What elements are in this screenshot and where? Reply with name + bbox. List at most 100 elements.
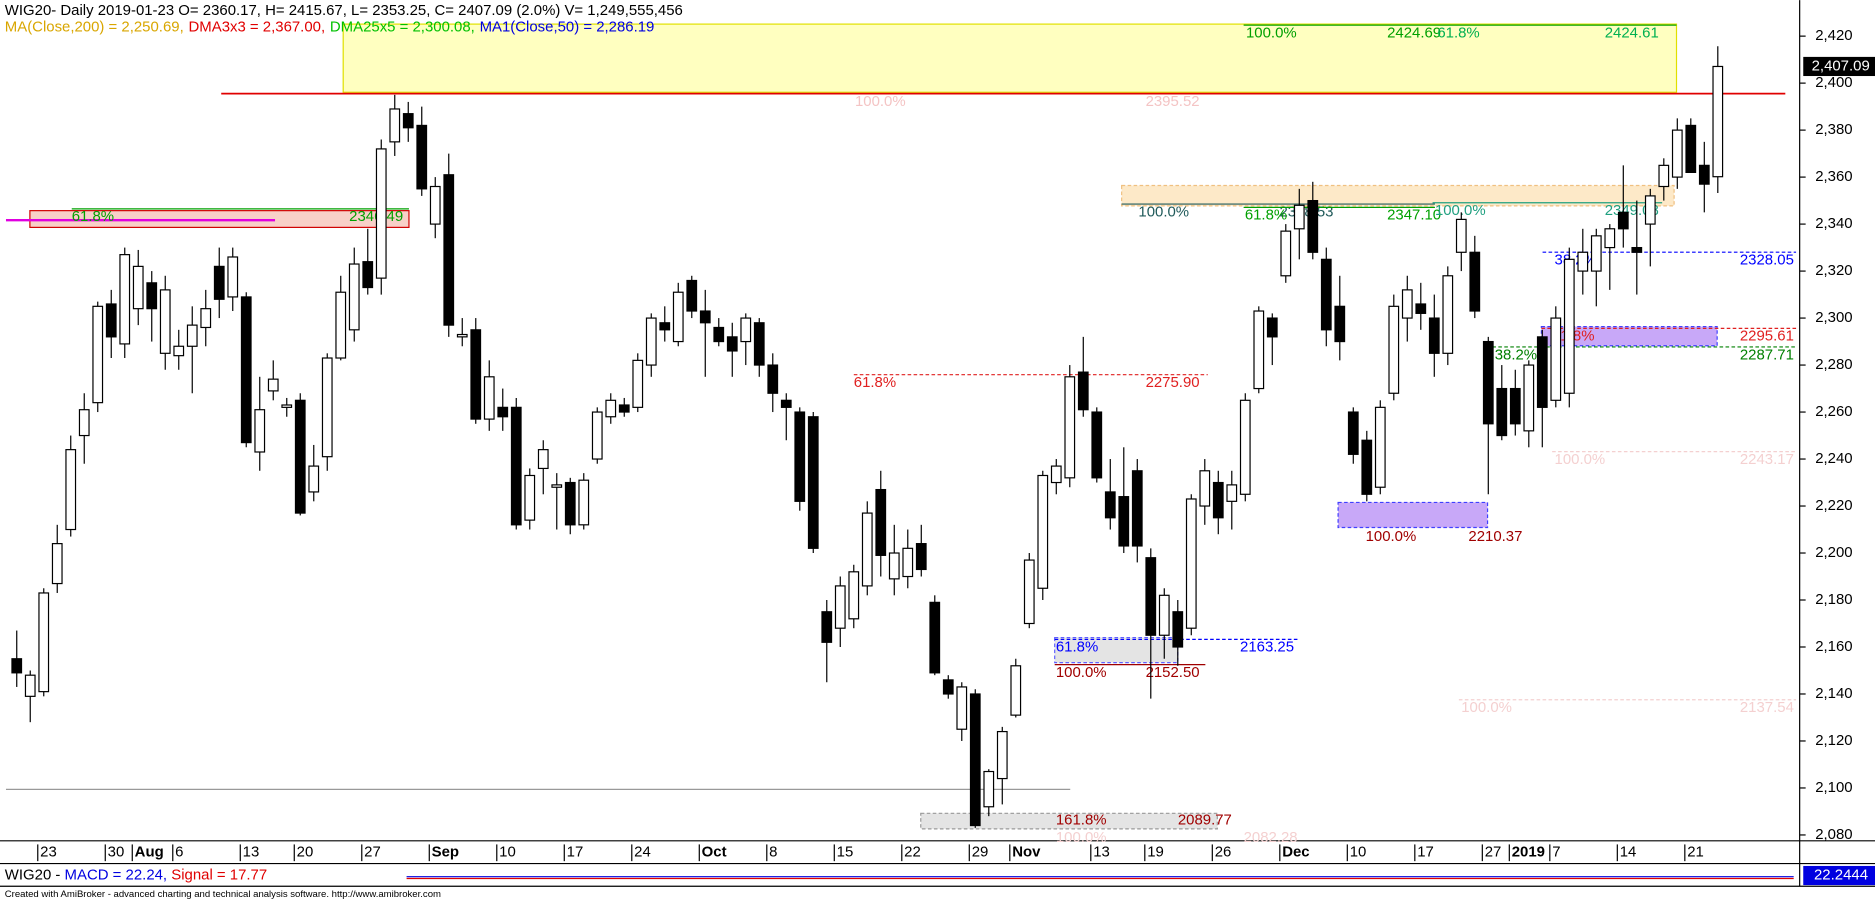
candle-body: [51, 543, 63, 585]
x-tick-label: 10: [1350, 844, 1367, 861]
candle-body: [632, 359, 644, 408]
fib-pct: 100.0%: [1461, 699, 1512, 716]
fib-pct: 100.0%: [1138, 203, 1189, 220]
fib-pct: 100.0%: [1435, 202, 1486, 219]
x-tick-label: Sep: [432, 844, 459, 861]
x-tick-label: Nov: [1012, 844, 1041, 861]
candle-body: [1658, 164, 1670, 188]
candle-body: [1347, 411, 1359, 455]
x-tick-label: Dec: [1282, 844, 1309, 861]
y-tick-label: 2,300: [1815, 309, 1852, 326]
candle-body: [24, 674, 36, 697]
candle-body: [429, 185, 441, 225]
candle-body: [1131, 470, 1143, 547]
candle-body: [510, 406, 522, 526]
candle-body: [861, 512, 873, 587]
y-tick-label: 2,320: [1815, 262, 1852, 279]
candle-body: [281, 404, 293, 408]
candle-body: [1050, 465, 1062, 484]
candle-body: [942, 679, 954, 695]
candle-body: [1401, 289, 1413, 319]
candle-body: [1158, 594, 1170, 636]
candle-body: [1604, 228, 1616, 249]
fib-pct: 61.8%: [854, 374, 896, 391]
candle-body: [1199, 470, 1211, 507]
candle-body: [483, 376, 495, 420]
x-tick-label: 23: [40, 844, 57, 861]
candle-body: [1145, 557, 1157, 636]
candle-body: [578, 479, 590, 526]
candle-body: [848, 571, 860, 620]
last-price-label: 2,407.09: [1812, 57, 1870, 74]
x-tick-label: 13: [243, 844, 260, 861]
fib-value: 2328.05: [1740, 251, 1794, 268]
candle-body: [1455, 218, 1467, 253]
candle-body: [213, 265, 225, 300]
y-tick-label: 2,140: [1815, 685, 1852, 702]
fib-pct: 38.2%: [1495, 346, 1537, 363]
candle-body: [1415, 303, 1427, 314]
x-tick-label: 26: [1215, 844, 1232, 861]
fib-pct: 100.0%: [1246, 24, 1297, 41]
candle-body: [78, 409, 90, 437]
fib-pct: 100.0%: [1056, 664, 1107, 681]
candle-body: [551, 484, 563, 488]
candle-body: [1482, 340, 1494, 425]
x-tick-label: Aug: [135, 844, 164, 861]
candle-body: [1239, 399, 1251, 495]
candle-body: [915, 543, 927, 571]
candle-body: [1010, 665, 1022, 716]
candle-body: [335, 291, 347, 359]
indicator-entry: MA1(Close,50) = 2,286.19: [480, 19, 655, 36]
candle-body: [227, 256, 239, 298]
candle-body: [969, 693, 981, 827]
candle-body: [1536, 336, 1548, 408]
y-tick-label: 2,240: [1815, 450, 1852, 467]
fib-zone: [1054, 636, 1179, 664]
candle-body: [65, 449, 77, 531]
fib-value: 2347.10: [1387, 207, 1441, 224]
x-tick-label: 17: [1417, 844, 1434, 861]
candle-body: [1253, 310, 1265, 390]
fib-pct: 61.8%: [1056, 639, 1098, 656]
x-tick-label: 7: [1552, 844, 1560, 861]
candle-body: [1212, 481, 1224, 519]
y-tick-label: 2,260: [1815, 403, 1852, 420]
candle-body: [173, 345, 185, 357]
candle-body: [767, 364, 779, 394]
fib-value: 2287.71: [1740, 346, 1794, 363]
candle-body: [1671, 129, 1683, 178]
candle-body: [983, 770, 995, 808]
x-tick-label: 15: [837, 844, 854, 861]
candle-body: [618, 404, 630, 413]
candle-body: [713, 326, 725, 343]
candle-body: [416, 124, 428, 190]
candle-body: [1550, 317, 1562, 401]
last-price-tag: [1803, 56, 1875, 77]
macd-title: WIG20 - MACD = 22.24, Signal = 17.77: [5, 866, 267, 883]
candle-body: [1091, 411, 1103, 479]
candle-body: [1590, 235, 1602, 272]
y-tick-label: 2,080: [1815, 826, 1852, 843]
x-tick-label: 27: [364, 844, 381, 861]
y-tick-label: 2,100: [1815, 779, 1852, 796]
candle-body: [200, 308, 212, 329]
x-tick-label: 30: [108, 844, 125, 861]
candle-body: [1496, 387, 1508, 437]
indicator-legend: MA(Close,200) = 2,250.69, DMA3x3 = 2,367.…: [5, 19, 655, 36]
macd-tag: [1803, 865, 1875, 886]
candle-body: [1509, 387, 1521, 425]
candle-body: [794, 411, 806, 502]
y-tick-label: 2,180: [1815, 591, 1852, 608]
candle-body: [537, 449, 549, 470]
candle-body: [321, 357, 333, 458]
candle-body: [1523, 364, 1535, 432]
candle-body: [456, 333, 468, 338]
fib-value: 2424.69: [1387, 24, 1441, 41]
candle-body: [1226, 484, 1238, 502]
candle-body: [1118, 496, 1130, 547]
candle-body: [105, 303, 117, 338]
candle-body: [591, 411, 603, 460]
